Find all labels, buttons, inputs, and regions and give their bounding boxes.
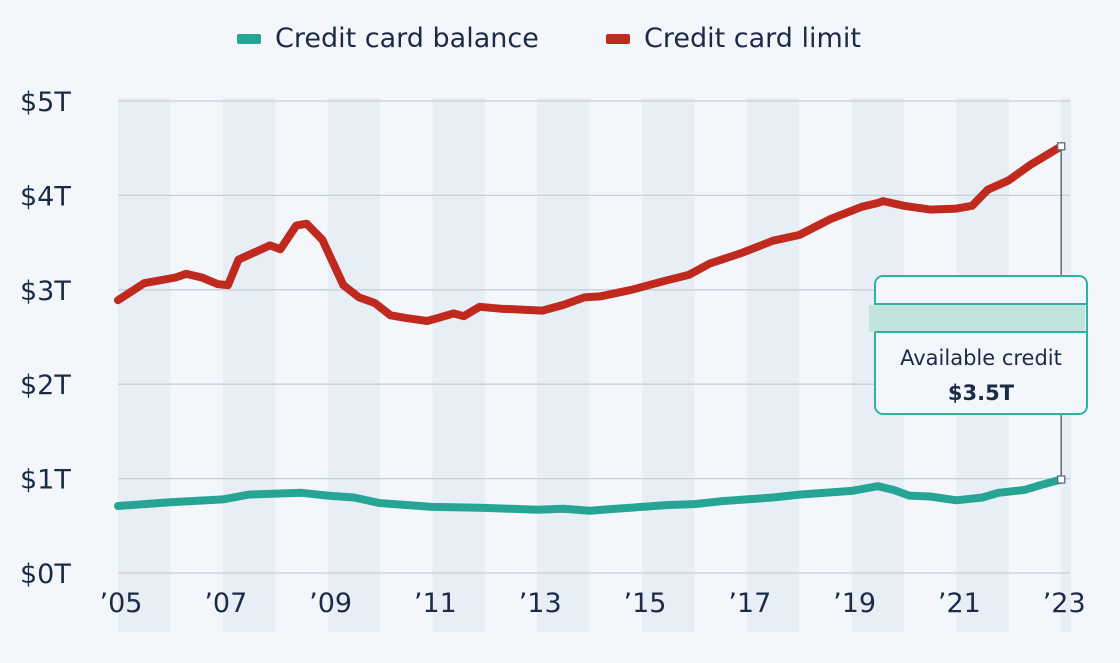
x-tick-label: ’17 [728, 588, 771, 619]
annotation-swatch [869, 305, 1085, 332]
x-tick-label: ’23 [1043, 588, 1086, 619]
annotation-value: $3.5T [948, 381, 1015, 405]
y-axis-labels: $0T $1T $2T $3T $4T $5T [20, 87, 71, 590]
annotation-endpoint [1057, 142, 1066, 151]
legend-label-balance: Credit card balance [275, 23, 539, 54]
year-band [327, 98, 380, 632]
y-tick-label: $4T [20, 181, 71, 212]
year-band [537, 98, 590, 632]
series-lines [114, 142, 1066, 515]
annotation-endpoint [1057, 475, 1066, 484]
year-band [642, 98, 695, 632]
y-tick-label: $0T [20, 559, 71, 590]
legend: Credit card balance Credit card limit [237, 23, 861, 54]
annotation-label: Available credit [900, 346, 1062, 370]
year-band [222, 98, 276, 632]
x-tick-label: ’19 [833, 588, 876, 619]
year-band [746, 98, 800, 632]
year-band [432, 98, 485, 632]
legend-swatch-limit [606, 34, 630, 44]
x-axis-labels: ’05 ’07 ’09 ’11 ’13 ’15 ’17 ’19 ’21 ’23 [100, 588, 1086, 619]
y-tick-label: $2T [20, 370, 71, 401]
x-tick-label: ’07 [204, 588, 247, 619]
credit-balance-line [114, 475, 1066, 515]
x-tick-label: ’05 [100, 588, 143, 619]
y-tick-label: $3T [20, 276, 71, 307]
year-band [118, 98, 171, 632]
y-tick-label: $5T [20, 87, 71, 118]
available-credit-annotation: Available credit $3.5T [869, 142, 1088, 484]
x-tick-label: ’09 [309, 588, 352, 619]
y-tick-label: $1T [20, 465, 71, 496]
x-tick-label: ’21 [938, 588, 981, 619]
legend-label-limit: Credit card limit [644, 23, 861, 54]
x-tick-label: ’13 [519, 588, 562, 619]
x-tick-label: ’15 [624, 588, 667, 619]
credit-limit-line [114, 142, 1066, 325]
x-tick-label: ’11 [414, 588, 457, 619]
legend-swatch-balance [237, 34, 261, 44]
